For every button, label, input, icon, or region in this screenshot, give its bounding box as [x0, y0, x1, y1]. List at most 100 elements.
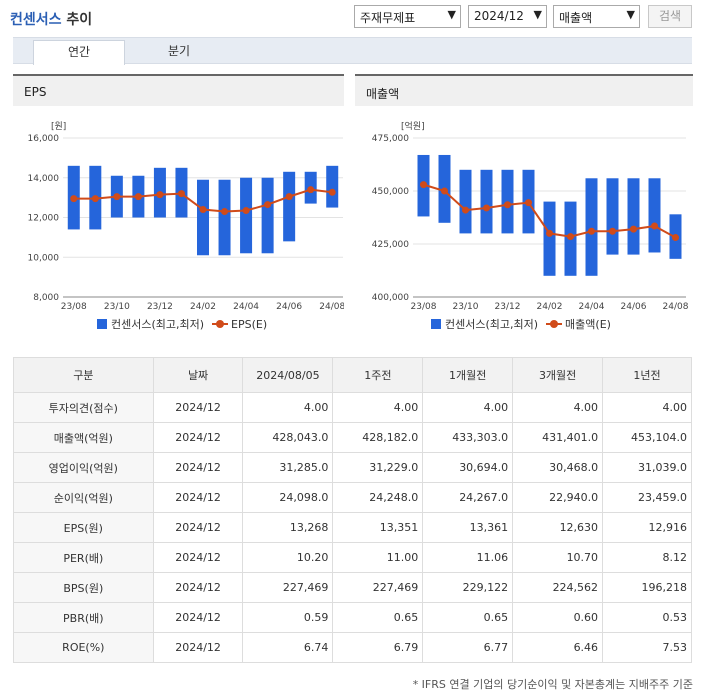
y-tick-label: 450,000 [372, 187, 409, 197]
revenue-chart-legend: 컨센서스(최고,최저) 매출액(E) [431, 316, 611, 332]
value-cell: 13,268 [242, 512, 334, 543]
x-tick-label: 24/04 [233, 302, 259, 312]
consensus-range-bar [627, 178, 640, 255]
value-cell: 13,351 [332, 512, 424, 543]
date-cell: 2024/12 [152, 602, 244, 633]
value-cell: 227,469 [242, 572, 334, 603]
table-row: 매출액(억원) 2024/12 428,043.0 428,182.0 433,303.… [13, 422, 692, 453]
chevron-down-icon: ▼ [626, 8, 635, 21]
search-button[interactable]: 검색 [648, 5, 692, 28]
table-header-row: 구분 날짜 2024/08/05 1주전 1개월전 3개월전 1년전 [13, 357, 692, 393]
value-cell: 6.79 [332, 632, 424, 663]
consensus-range-bar [543, 201, 556, 276]
estimate-point [525, 199, 532, 207]
estimate-point [221, 208, 229, 216]
x-tick-label: 24/02 [537, 302, 563, 312]
x-tick-label: 24/06 [621, 302, 647, 312]
estimate-point [156, 191, 164, 199]
value-cell: 453,104.0 [602, 422, 692, 453]
value-cell: 31,229.0 [332, 452, 424, 483]
period-tabs: 연간 분기 [13, 37, 692, 65]
consensus-range-bar [218, 179, 231, 256]
value-cell: 31,039.0 [602, 452, 692, 483]
estimate-point [567, 233, 574, 241]
table-row: 투자의견(점수) 2024/12 4.00 4.00 4.00 4.00 4.00 [13, 392, 692, 423]
footnote: * IFRS 연결 기업의 당기순이익 및 자본총계는 지배주주 기준 [412, 678, 693, 691]
statement-type-select[interactable]: 주재무제표 ▼ [354, 5, 461, 28]
value-cell: 431,401.0 [512, 422, 604, 453]
estimate-point [242, 207, 250, 215]
value-cell: 4.00 [332, 392, 424, 423]
x-tick-label: 23/08 [61, 302, 87, 312]
estimate-point [113, 193, 121, 201]
value-cell: 10.20 [242, 542, 334, 573]
header: 컨센서스 추이 주재무제표 ▼ 2024/12 ▼ 매출액 ▼ 검색 [0, 0, 701, 34]
value-cell: 0.59 [242, 602, 334, 633]
estimate-point [651, 222, 658, 230]
value-cell: 7.53 [602, 632, 692, 663]
date-cell: 2024/12 [152, 392, 244, 423]
table-row: ROE(%) 2024/12 6.74 6.79 6.77 6.46 7.53 [13, 632, 692, 663]
eps-chart-title: EPS [13, 74, 344, 106]
date-cell: 2024/12 [152, 422, 244, 453]
revenue-chart-title: 매출액 [355, 74, 693, 106]
y-tick-label: 14,000 [28, 174, 60, 184]
metric-select[interactable]: 매출액 ▼ [553, 5, 640, 28]
estimate-point [483, 204, 490, 212]
estimate-point [504, 201, 511, 209]
x-tick-label: 24/02 [190, 302, 216, 312]
estimate-point [134, 193, 142, 201]
y-unit-label: [억원] [401, 120, 425, 132]
table-row: BPS(원) 2024/12 227,469 227,469 229,122 224,56… [13, 572, 692, 603]
estimate-point [546, 229, 553, 237]
estimate-point [91, 195, 99, 203]
date-cell: 2024/12 [152, 482, 244, 513]
consensus-range-bar [197, 179, 209, 256]
value-cell: 8.12 [602, 542, 692, 573]
value-cell: 4.00 [602, 392, 692, 423]
value-cell: 0.53 [602, 602, 692, 633]
y-tick-label: 12,000 [28, 214, 60, 224]
chevron-down-icon: ▼ [447, 8, 456, 21]
date-cell: 2024/12 [152, 512, 244, 543]
value-cell: 6.77 [422, 632, 514, 663]
consensus-range-bar [283, 171, 296, 242]
estimate-point [307, 186, 315, 194]
consensus-table: 구분 날짜 2024/08/05 1주전 1개월전 3개월전 1년전 투자의견(… [13, 357, 692, 663]
value-cell: 24,248.0 [332, 482, 424, 513]
x-tick-label: 23/12 [495, 302, 521, 312]
col-header: 1년전 [602, 357, 692, 393]
estimate-point [328, 188, 336, 196]
col-header: 날짜 [152, 357, 244, 393]
eps-chart-panel: EPS [원] 16,000 14,000 12,000 10,000 8,000 23/0… [13, 74, 344, 334]
value-cell: 24,267.0 [422, 482, 514, 513]
consensus-range-bar [648, 178, 661, 253]
revenue-chart-panel: 매출액 [억원] 475,000 450,000 425,000 400,000 23/0… [355, 74, 693, 334]
value-cell: 6.74 [242, 632, 334, 663]
estimate-point [609, 227, 616, 235]
bar-legend-swatch [97, 319, 107, 329]
estimate-point [588, 227, 595, 235]
value-cell: 0.65 [422, 602, 514, 633]
estimate-point [285, 193, 293, 201]
tab-quarterly[interactable]: 분기 [167, 44, 191, 58]
tab-annual[interactable]: 연간 [33, 40, 125, 65]
value-cell: 30,694.0 [422, 452, 514, 483]
eps-chart-legend: 컨센서스(최고,최저) EPS(E) [97, 316, 267, 332]
date-cell: 2024/12 [152, 572, 244, 603]
estimate-point [70, 195, 78, 203]
date-select[interactable]: 2024/12 ▼ [468, 5, 547, 28]
table-row: EPS(원) 2024/12 13,268 13,351 13,361 12,630 12,… [13, 512, 692, 543]
consensus-range-bar [240, 177, 253, 254]
row-label: 투자의견(점수) [13, 392, 154, 423]
value-cell: 196,218 [602, 572, 692, 603]
y-tick-label: 400,000 [372, 293, 409, 303]
estimate-point [420, 181, 427, 189]
y-tick-label: 425,000 [372, 240, 409, 250]
y-unit-label: [원] [51, 121, 66, 132]
consensus-range-bar [480, 169, 493, 234]
estimate-point [462, 206, 469, 214]
x-tick-label: 24/04 [579, 302, 605, 312]
table-row: PBR(배) 2024/12 0.59 0.65 0.65 0.60 0.53 [13, 602, 692, 633]
